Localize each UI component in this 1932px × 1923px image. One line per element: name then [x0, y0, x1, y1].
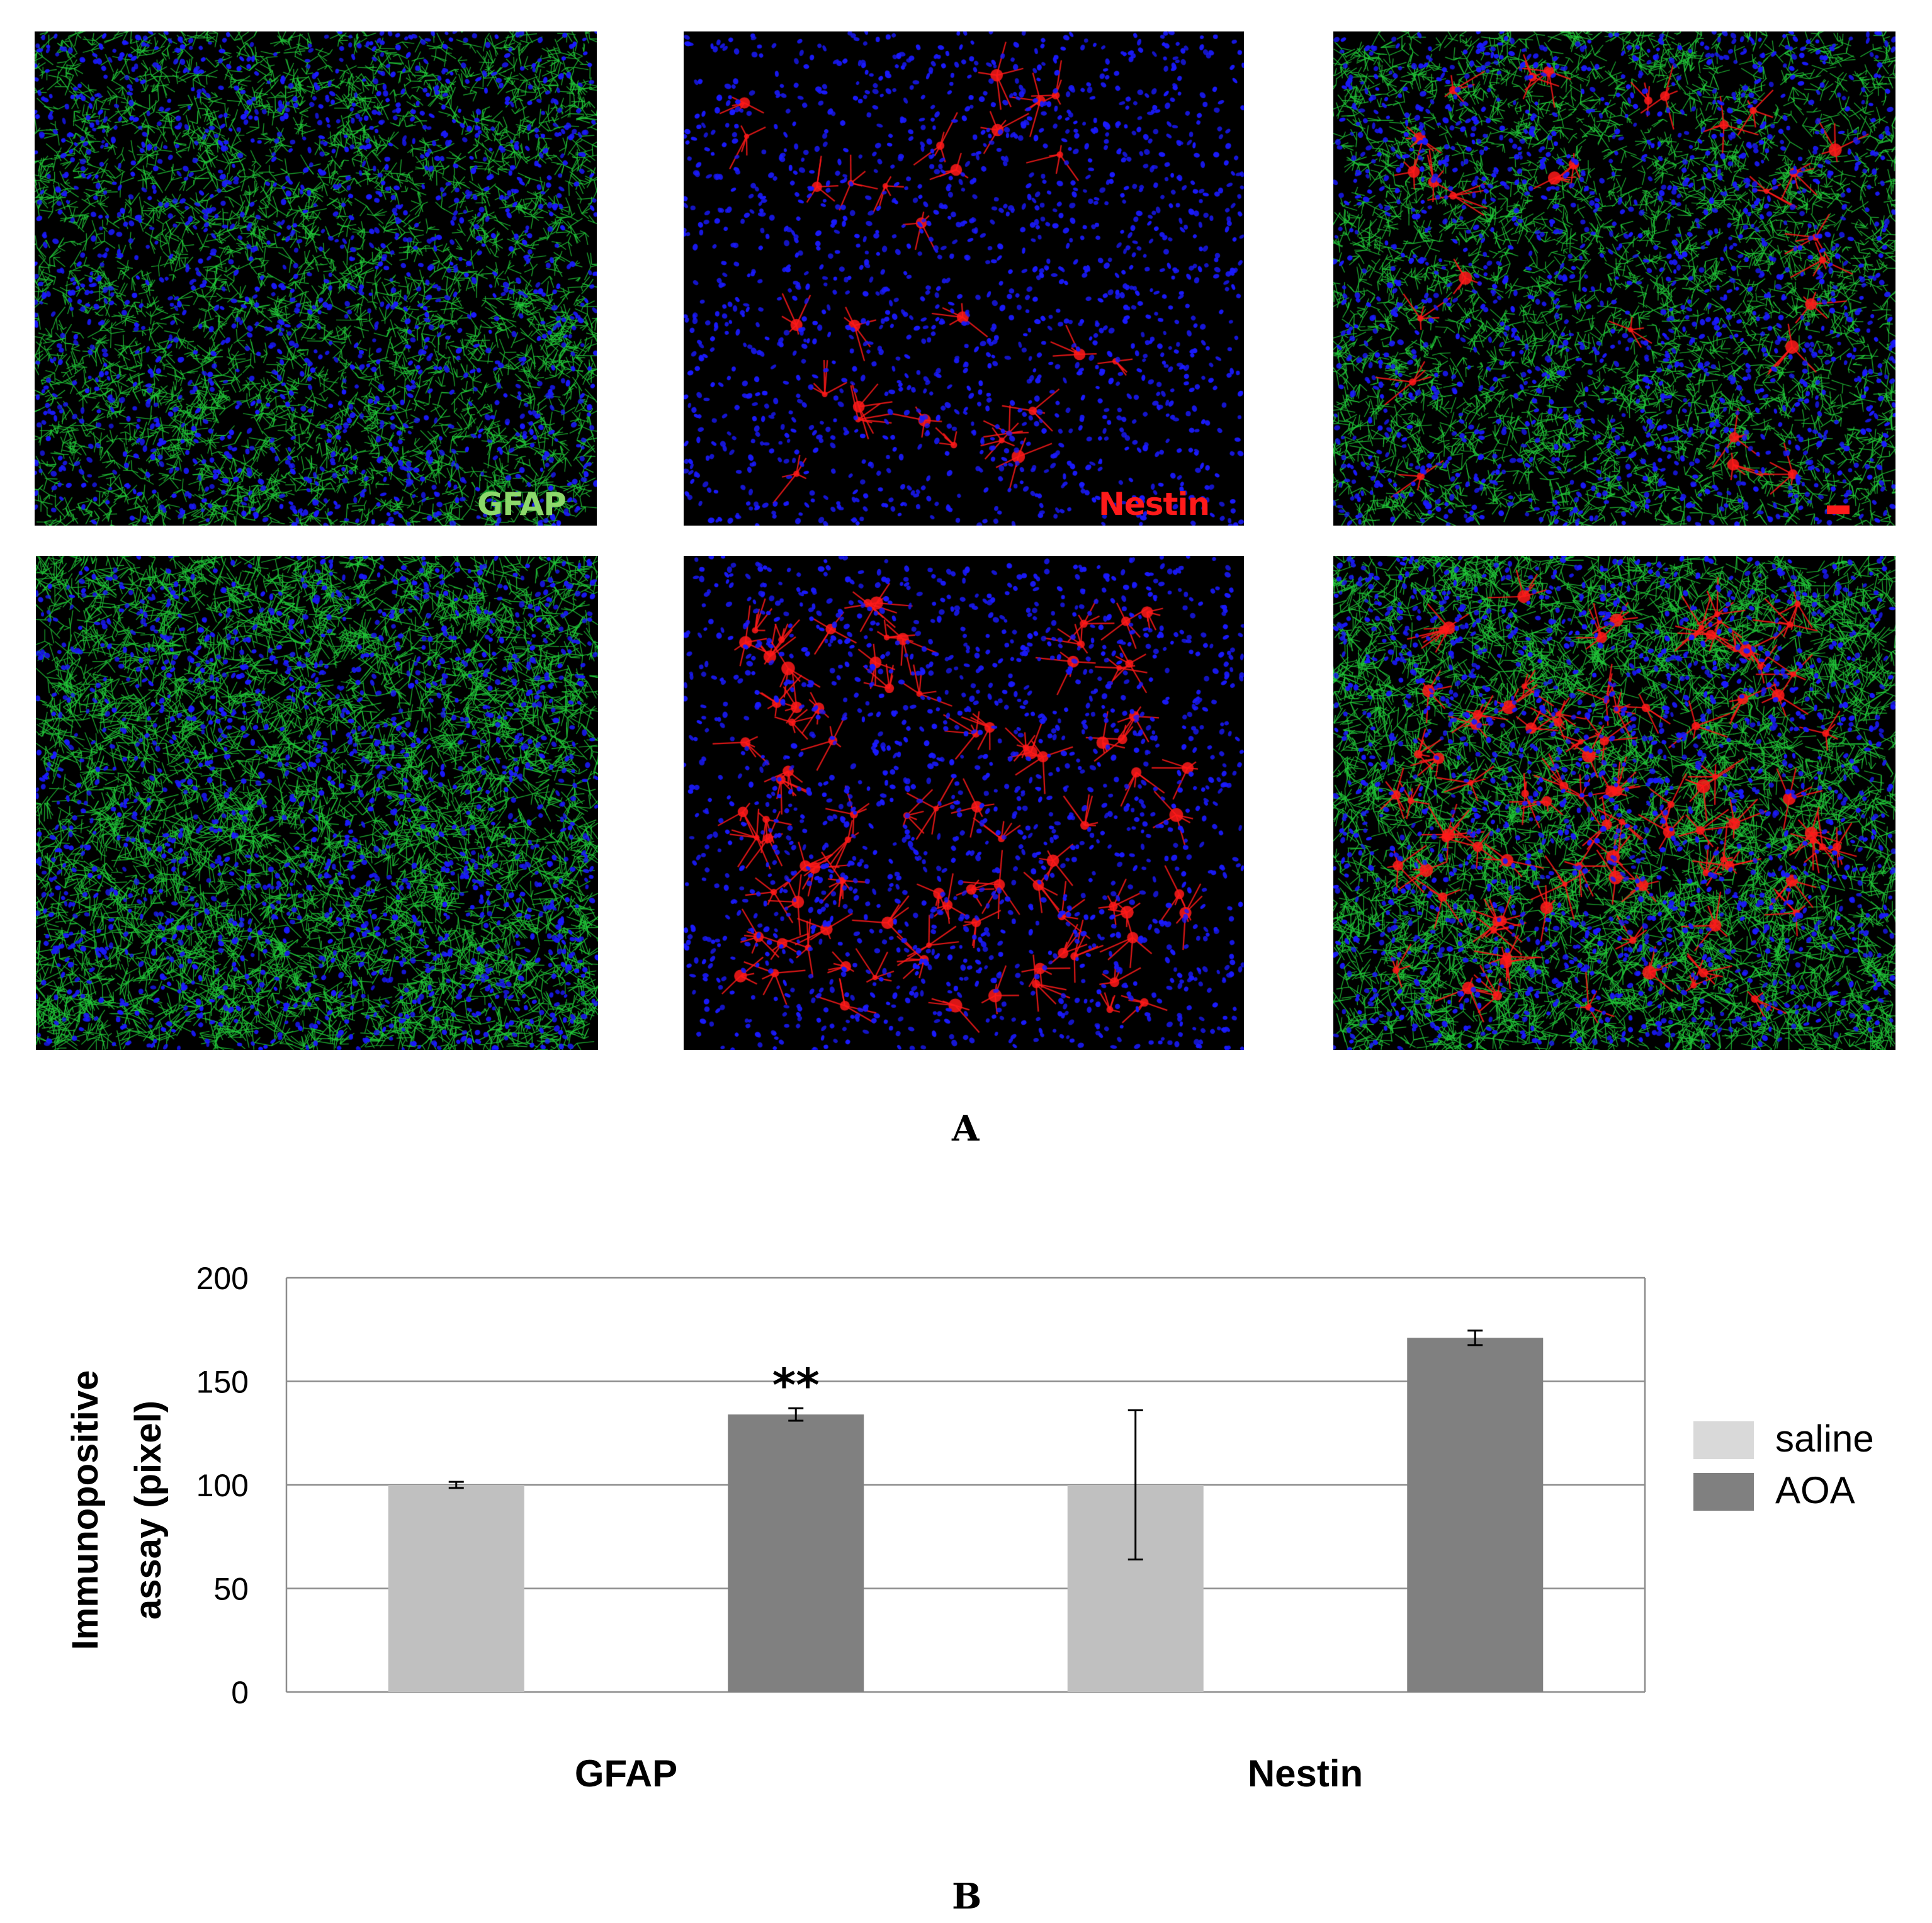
micrograph-merge-saline: [1333, 31, 1895, 526]
micrograph-merge-aoa: [1333, 556, 1895, 1050]
panel-a-letter: A: [952, 1108, 980, 1149]
y-tick-label: 50: [213, 1572, 249, 1607]
legend-swatch-aoa: [1693, 1473, 1754, 1511]
bars: [388, 1338, 1544, 1692]
bar: [728, 1414, 864, 1692]
category-label-gfap: GFAP: [575, 1752, 677, 1795]
scale-bar: [1827, 505, 1850, 514]
significance-marker: **: [772, 1358, 820, 1411]
bar-chart: 0 50 100 150 200 GFAP Nestin Immunopositive a…: [65, 1261, 1874, 1795]
nestin-stain-label: Nestin: [1099, 486, 1210, 522]
y-axis-label-line-1: Immunopositive: [65, 1370, 106, 1650]
bar: [1407, 1338, 1544, 1692]
micrograph-gfap-aoa: [36, 556, 598, 1050]
category-label-nestin: Nestin: [1248, 1752, 1363, 1795]
category-labels: GFAP Nestin: [575, 1752, 1363, 1795]
y-tick-label: 100: [196, 1468, 249, 1503]
y-tick-label: 0: [231, 1675, 249, 1710]
legend: saline AOA: [1693, 1418, 1874, 1511]
y-tick-label: 150: [196, 1365, 249, 1400]
bar: [388, 1485, 524, 1692]
micrograph-gfap-saline: [35, 31, 597, 526]
micrograph-nestin-saline: [684, 31, 1244, 526]
legend-label-aoa: AOA: [1775, 1469, 1855, 1511]
error-bars: [448, 1329, 1483, 1560]
y-tick-label: 200: [196, 1261, 249, 1296]
y-axis-label-line-2: assay (pixel): [128, 1401, 169, 1620]
y-tick-labels: 0 50 100 150 200: [196, 1261, 249, 1710]
gfap-stain-label: GFAP: [477, 486, 567, 522]
panel-b-letter: B: [952, 1876, 982, 1917]
legend-swatch-saline: [1693, 1421, 1754, 1459]
micrograph-nestin-aoa: [684, 556, 1244, 1050]
legend-label-saline: saline: [1775, 1418, 1874, 1460]
